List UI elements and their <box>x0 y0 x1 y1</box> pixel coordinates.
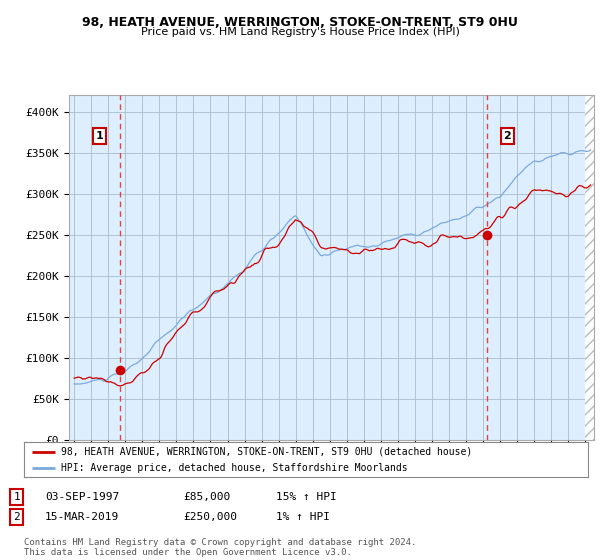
Text: Price paid vs. HM Land Registry's House Price Index (HPI): Price paid vs. HM Land Registry's House … <box>140 27 460 37</box>
Text: Contains HM Land Registry data © Crown copyright and database right 2024.
This d: Contains HM Land Registry data © Crown c… <box>24 538 416 557</box>
Text: 1% ↑ HPI: 1% ↑ HPI <box>276 512 330 522</box>
Text: 98, HEATH AVENUE, WERRINGTON, STOKE-ON-TRENT, ST9 0HU (detached house): 98, HEATH AVENUE, WERRINGTON, STOKE-ON-T… <box>61 447 472 457</box>
Text: 15% ↑ HPI: 15% ↑ HPI <box>276 492 337 502</box>
Text: £250,000: £250,000 <box>183 512 237 522</box>
Text: 03-SEP-1997: 03-SEP-1997 <box>45 492 119 502</box>
Text: 1: 1 <box>13 492 20 502</box>
Text: 1: 1 <box>95 131 103 141</box>
Text: 15-MAR-2019: 15-MAR-2019 <box>45 512 119 522</box>
Text: HPI: Average price, detached house, Staffordshire Moorlands: HPI: Average price, detached house, Staf… <box>61 463 407 473</box>
Text: £85,000: £85,000 <box>183 492 230 502</box>
Text: 2: 2 <box>503 131 511 141</box>
Bar <box>586 95 594 440</box>
Text: 98, HEATH AVENUE, WERRINGTON, STOKE-ON-TRENT, ST9 0HU: 98, HEATH AVENUE, WERRINGTON, STOKE-ON-T… <box>82 16 518 29</box>
Text: 2: 2 <box>13 512 20 522</box>
